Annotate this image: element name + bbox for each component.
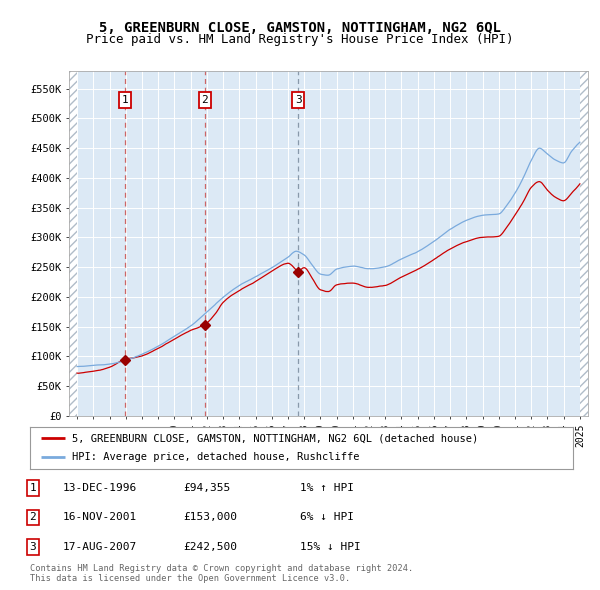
Text: 6% ↓ HPI: 6% ↓ HPI <box>300 513 354 522</box>
Text: 5, GREENBURN CLOSE, GAMSTON, NOTTINGHAM, NG2 6QL: 5, GREENBURN CLOSE, GAMSTON, NOTTINGHAM,… <box>99 21 501 35</box>
Text: Price paid vs. HM Land Registry's House Price Index (HPI): Price paid vs. HM Land Registry's House … <box>86 33 514 46</box>
Text: 1: 1 <box>29 483 37 493</box>
Bar <box>580 71 588 416</box>
Text: 1: 1 <box>122 95 128 105</box>
Text: 15% ↓ HPI: 15% ↓ HPI <box>300 542 361 552</box>
Text: 2: 2 <box>202 95 208 105</box>
Text: £242,500: £242,500 <box>183 542 237 552</box>
Text: HPI: Average price, detached house, Rushcliffe: HPI: Average price, detached house, Rush… <box>73 452 360 462</box>
Text: 17-AUG-2007: 17-AUG-2007 <box>63 542 137 552</box>
Text: £153,000: £153,000 <box>183 513 237 522</box>
Text: 3: 3 <box>29 542 37 552</box>
Text: 5, GREENBURN CLOSE, GAMSTON, NOTTINGHAM, NG2 6QL (detached house): 5, GREENBURN CLOSE, GAMSTON, NOTTINGHAM,… <box>73 434 479 444</box>
Text: 3: 3 <box>295 95 302 105</box>
Text: 16-NOV-2001: 16-NOV-2001 <box>63 513 137 522</box>
Text: 1% ↑ HPI: 1% ↑ HPI <box>300 483 354 493</box>
Bar <box>69 71 77 416</box>
Text: 13-DEC-1996: 13-DEC-1996 <box>63 483 137 493</box>
Text: Contains HM Land Registry data © Crown copyright and database right 2024.
This d: Contains HM Land Registry data © Crown c… <box>30 563 413 583</box>
Text: 2: 2 <box>29 513 37 522</box>
Text: £94,355: £94,355 <box>183 483 230 493</box>
